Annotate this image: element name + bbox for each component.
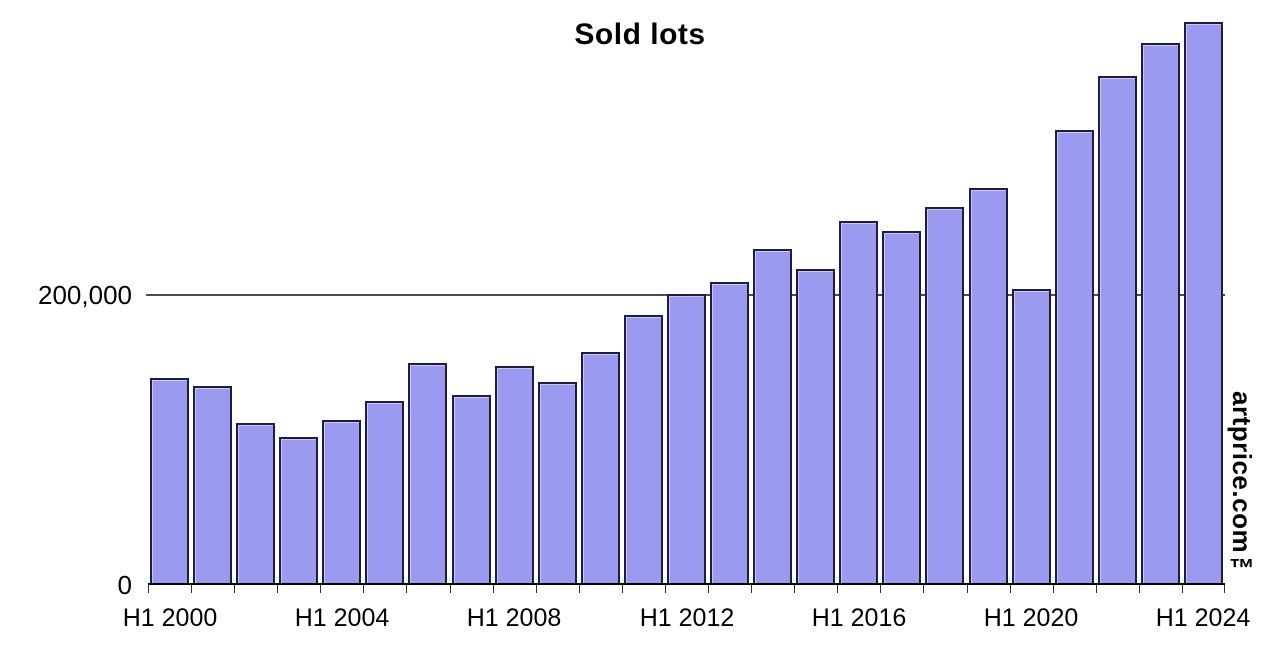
x-tick-mark — [1139, 585, 1140, 593]
x-axis-label-h1-2008: H1 2008 — [466, 604, 562, 632]
x-axis-label-h1-2004: H1 2004 — [294, 604, 390, 632]
x-axis-label-h1-2020: H1 2020 — [983, 604, 1079, 632]
x-tick-mark — [148, 585, 149, 593]
bar-h1-2000 — [150, 378, 189, 585]
x-axis-label-h1-2024: H1 2024 — [1155, 604, 1251, 632]
bar-h1-2018 — [925, 207, 964, 585]
x-tick-mark — [191, 585, 192, 593]
bar-h1-2009 — [538, 382, 577, 585]
x-tick-mark — [450, 585, 451, 593]
bar-h1-2012 — [667, 294, 706, 585]
bar-h1-2023 — [1141, 43, 1180, 585]
bar-h1-2019 — [969, 188, 1008, 585]
x-tick-mark — [1053, 585, 1054, 593]
bar-h1-2021 — [1055, 130, 1094, 585]
x-tick-mark — [536, 585, 537, 593]
x-axis-line — [148, 583, 1225, 585]
x-tick-mark — [751, 585, 752, 593]
bar-h1-2024 — [1184, 22, 1223, 585]
bar-h1-2004 — [322, 420, 361, 585]
x-tick-mark — [880, 585, 881, 593]
bar-h1-2007 — [452, 395, 491, 585]
x-tick-mark — [1182, 585, 1183, 593]
x-tick-mark — [493, 585, 494, 593]
bar-h1-2013 — [710, 282, 749, 585]
y-axis-tick-label-200000: 200,000 — [38, 280, 132, 310]
bar-h1-2015 — [796, 269, 835, 585]
x-tick-mark — [708, 585, 709, 593]
x-tick-mark — [1096, 585, 1097, 593]
x-tick-mark — [967, 585, 968, 593]
x-tick-mark — [406, 585, 407, 593]
chart-title: Sold lots — [574, 18, 706, 51]
x-tick-mark — [1224, 585, 1225, 593]
x-tick-mark — [320, 585, 321, 593]
x-tick-mark — [665, 585, 666, 593]
bar-h1-2017 — [882, 231, 921, 585]
bar-h1-2016 — [839, 221, 878, 585]
y-axis-tick-label-0: 0 — [117, 570, 132, 600]
bar-h1-2020 — [1012, 289, 1051, 585]
x-tick-mark — [1010, 585, 1011, 593]
x-axis-label-h1-2016: H1 2016 — [811, 604, 907, 632]
bar-h1-2010 — [581, 352, 620, 585]
bar-h1-2002 — [236, 423, 275, 585]
bar-h1-2003 — [279, 437, 318, 585]
bar-h1-2005 — [365, 401, 404, 585]
x-axis-label-h1-2000: H1 2000 — [122, 604, 218, 632]
x-tick-mark — [363, 585, 364, 593]
bar-h1-2001 — [193, 386, 232, 585]
x-tick-mark — [579, 585, 580, 593]
bar-h1-2011 — [624, 315, 663, 585]
x-axis-label-h1-2012: H1 2012 — [639, 604, 735, 632]
x-tick-mark — [622, 585, 623, 593]
bar-h1-2008 — [495, 366, 534, 585]
x-tick-mark — [234, 585, 235, 593]
x-tick-mark — [794, 585, 795, 593]
x-tick-mark — [837, 585, 838, 593]
bar-h1-2006 — [408, 363, 447, 585]
bar-h1-2014 — [753, 249, 792, 585]
x-tick-mark — [277, 585, 278, 593]
bar-h1-2022 — [1098, 76, 1137, 585]
x-tick-mark — [923, 585, 924, 593]
plot-area — [146, 0, 1225, 593]
watermark-artprice: artprice.com™ — [1227, 391, 1257, 584]
